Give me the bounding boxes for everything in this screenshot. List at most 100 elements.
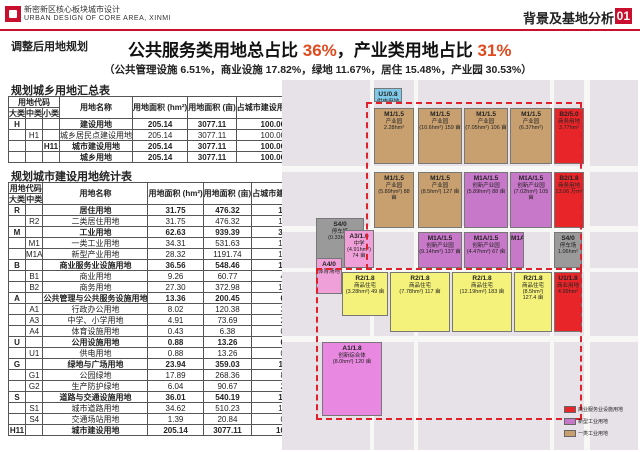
table2-cell-c2: A4: [24, 325, 44, 337]
table2-cell-a: 62.63: [147, 226, 204, 238]
table1-cell-m: 3077.11: [187, 151, 237, 163]
parcel-area: 4.99hm²: [557, 289, 579, 295]
table2-cell-m: 548.46: [202, 259, 253, 271]
table2-cell-name: 体育设施用地: [42, 325, 149, 337]
table2-cell-c2: M1: [24, 237, 44, 249]
table1-cell-a: 205.14: [131, 129, 189, 141]
table1-title: 规划城乡用地汇总表: [11, 85, 110, 97]
table2-cell-name: 行政办公用地: [42, 303, 149, 315]
table1-cell-c3: [42, 151, 60, 163]
table2-cell-name: 一类工业用地: [42, 237, 149, 249]
table2-cell-m: 3077.11: [202, 424, 253, 436]
page-header: 新密新区核心板块城市设计 URBAN DESIGN OF CORE AREA, …: [0, 0, 640, 32]
parcel-use: 产业园: [431, 183, 449, 189]
table1-cell-c2: [25, 151, 43, 163]
table2-cell-c1: G: [8, 358, 26, 370]
parcel-use: 体育场地: [317, 269, 340, 275]
table1-cell-a: 205.14: [131, 118, 189, 130]
table2-cell-c1: [8, 281, 26, 293]
parcel-use: 商品住宅: [470, 283, 493, 289]
parcel-area: (7.02hm²) 105 亩: [513, 189, 549, 201]
map-parcel: S4/0 停车场 1.06hm²: [554, 232, 582, 268]
table2-cell-a: 6.04: [147, 380, 204, 392]
table2-cell-a: 36.01: [147, 391, 204, 403]
table2-cell-name: 道路与交通设施用地: [42, 391, 149, 403]
table1-head-mu: 用地面积 (亩): [187, 96, 237, 119]
table2-cell-m: 1191.74: [202, 248, 253, 260]
table2-cell-c2: G2: [24, 380, 44, 392]
map-parcel: R2/1.8 商品住宅 (7.78hm²) 117 亩: [390, 272, 450, 332]
table1-head-minor: 小类: [42, 107, 60, 119]
parcel-use: 产业园: [431, 119, 449, 125]
parcel-area: (10.6hm²) 159 亩: [419, 125, 461, 131]
table2-cell-m: 6.38: [202, 325, 253, 337]
table1-cell-c1: H: [8, 118, 26, 130]
map-parcel: M1/1.5 产业园 2.28hm²: [374, 108, 414, 164]
parcel-code: M1/1.5: [430, 111, 450, 118]
table-row: H 建设用地 205.14 3077.11 100.00: [8, 118, 310, 130]
legend-item: 一类工业用地: [564, 430, 608, 438]
table1-cell-c3: [42, 118, 60, 130]
parcel-code: M1A/1.5: [511, 235, 524, 242]
table2-cell-c2: [24, 292, 44, 304]
table2-cell-c2: [24, 226, 44, 238]
project-title-cn: 新密新区核心板块城市设计: [24, 5, 120, 14]
boundary-south: [316, 268, 582, 420]
parcel-area: (8.5hm²) 127 亩: [420, 189, 460, 195]
table2-cell-c1: [8, 325, 26, 337]
headline-pct1: 36%: [302, 41, 337, 60]
table2-cell-name: 供电用地: [42, 347, 149, 359]
table2-cell-name: 商业用地: [42, 270, 149, 282]
parcel-area: (4.91hm²) 74 亩: [347, 247, 371, 259]
map-parcel: M1A/1.5 创新产业园 (4.47hm²) 67 亩: [464, 232, 508, 268]
parcel-use: 产业园: [385, 119, 403, 125]
table2-cell-m: 120.38: [202, 303, 253, 315]
parcel-use: 停车场: [559, 243, 577, 249]
parcel-code: M1A/1.5: [518, 175, 544, 182]
table2-cell-c2: B1: [24, 270, 44, 282]
table2-cell-m: 268.36: [202, 369, 253, 381]
table2-cell-a: 23.94: [147, 358, 204, 370]
table1-head-area: 用地面积 (hm²): [131, 96, 189, 119]
road: [282, 268, 638, 272]
table2-cell-c1: M: [8, 226, 26, 238]
map-parcel: M1/1.5 产业园 (6.37hm²): [510, 108, 552, 164]
map-parcel: M1/1.5 产业园 (5.89hm²) 88 亩: [374, 172, 414, 228]
parcel-code: A1/1.8: [342, 345, 362, 352]
table2-cell-a: 28.32: [147, 248, 204, 260]
table2-cell-c1: [8, 237, 26, 249]
parcel-use: 创新产业园: [472, 243, 500, 249]
parcel-use: 产业园: [522, 119, 540, 125]
table2-cell-c2: U1: [24, 347, 44, 359]
map-parcel: M1A/1.5 创新产业园 (9.14hm²) 137 亩: [418, 232, 462, 268]
parcel-use: 中学: [353, 241, 365, 247]
map-parcel: B2/1.8 商务用地 13.06 万m²: [554, 172, 584, 228]
parcel-use: 商务用地: [557, 119, 580, 125]
parcel-area: (7.78hm²) 117 亩: [399, 289, 441, 295]
table2-cell-a: 0.88: [147, 347, 204, 359]
parcel-code: M1/1.5: [430, 175, 450, 182]
headline-part1: 公共服务类用地总占比: [128, 41, 303, 60]
parcel-code: U1/0.8: [378, 91, 398, 98]
table2-cell-c2: [24, 358, 44, 370]
parcel-code: M1/1.5: [384, 175, 404, 182]
parcel-use: 创新综合体: [338, 353, 366, 359]
table1-cell-c3: [42, 129, 60, 141]
road: [282, 336, 638, 342]
table2-cell-name: 商务用地: [42, 281, 149, 293]
table2-cell-a: 9.26: [147, 270, 204, 282]
table2-cell-m: 531.63: [202, 237, 253, 249]
map-parcel: R2/1.8 商品住宅 (3.28hm²) 49 亩: [342, 272, 388, 316]
table2-cell-name: 城市建设用地: [42, 424, 149, 436]
